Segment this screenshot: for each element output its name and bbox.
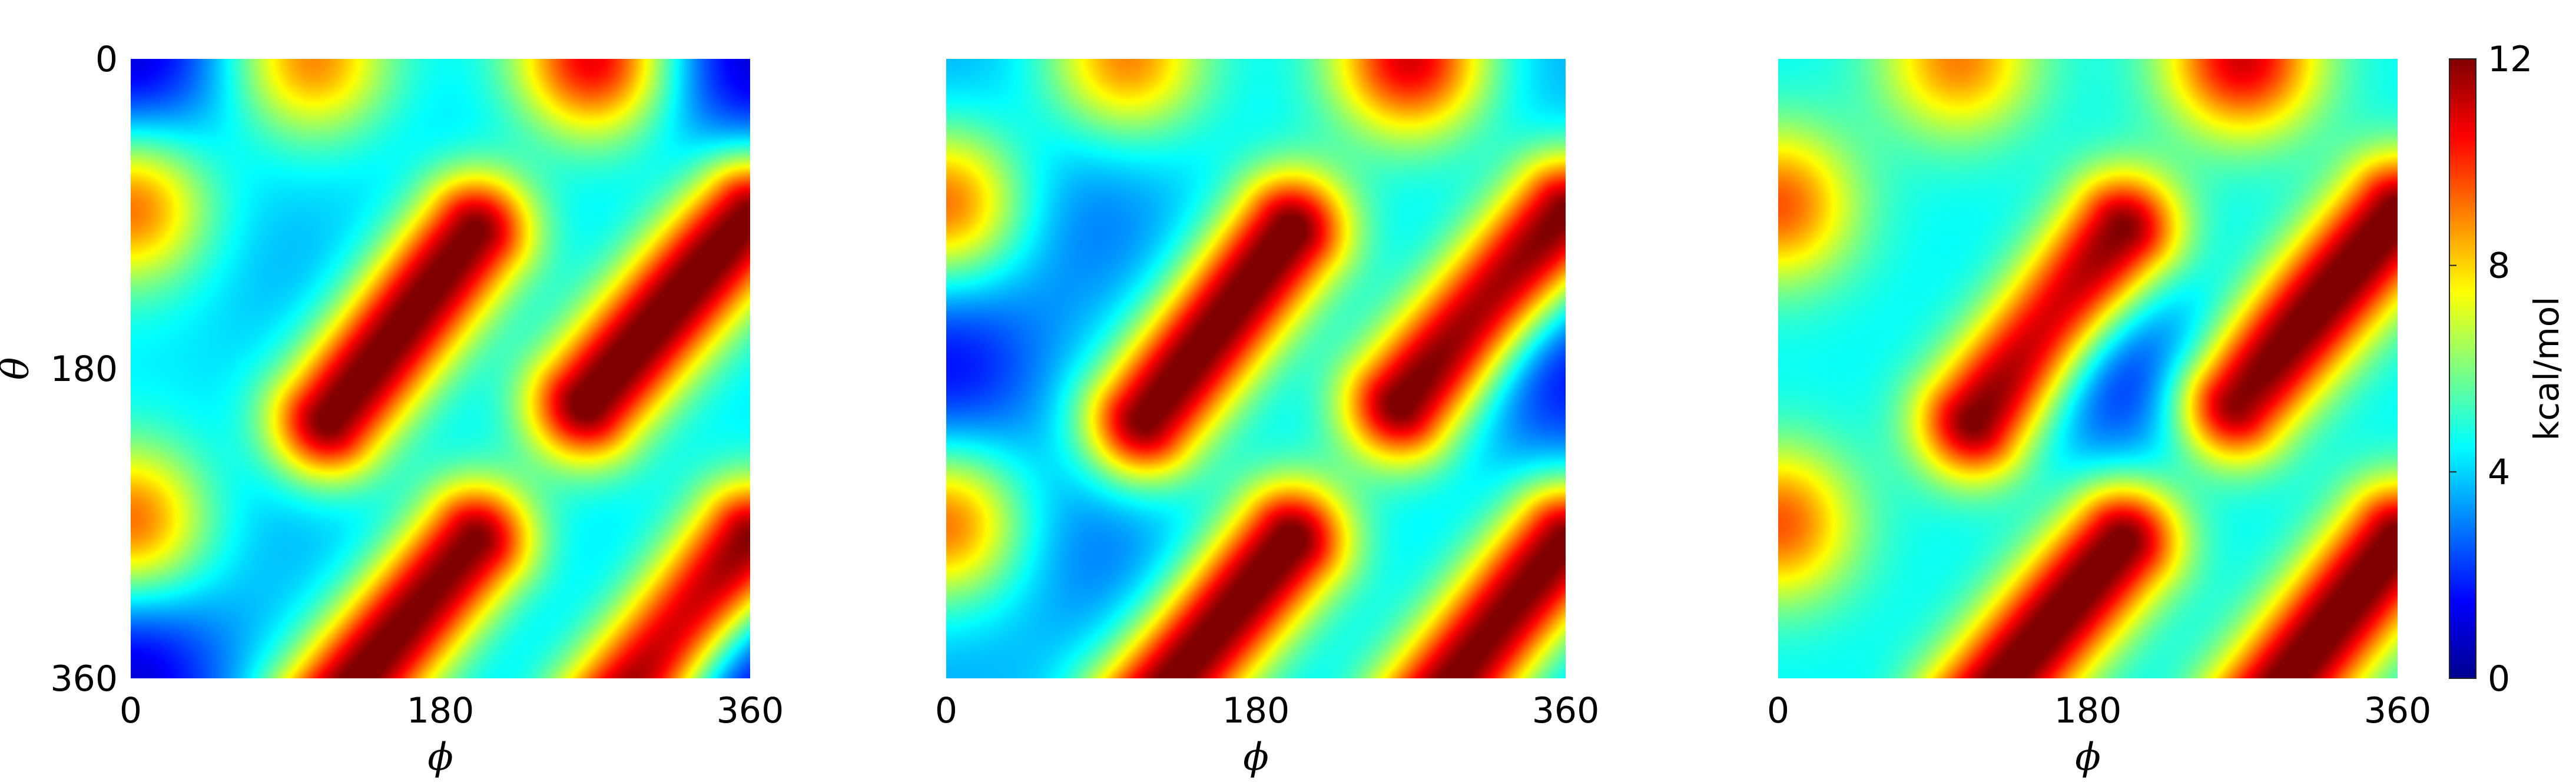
heatmap-image bbox=[946, 59, 1566, 678]
x-axis-label: ϕ bbox=[427, 735, 453, 779]
heatmap-image bbox=[131, 59, 750, 678]
x-tick-label: 180 bbox=[407, 690, 475, 731]
x-tick-label: 0 bbox=[1767, 690, 1789, 731]
colorbar-tick-label: 4 bbox=[2488, 452, 2510, 493]
colorbar-label: kcal/mol bbox=[2527, 297, 2567, 441]
x-tick-label: 180 bbox=[2054, 690, 2122, 731]
heatmap-panel-3: 0 180 360 ϕ bbox=[1767, 59, 2431, 779]
heatmap-image bbox=[1778, 59, 2398, 678]
y-tick-label: 180 bbox=[50, 349, 118, 390]
colorbar: 0 4 8 12 kcal/mol bbox=[2449, 39, 2567, 700]
colorbar-ticks: 0 4 8 12 bbox=[2449, 39, 2532, 700]
colorbar-gradient bbox=[2449, 58, 2476, 679]
y-axis-label: θ bbox=[0, 357, 38, 380]
y-tick-label: 0 bbox=[95, 39, 118, 80]
x-tick-label: 0 bbox=[935, 690, 957, 731]
x-tick-label: 0 bbox=[120, 690, 142, 731]
colorbar-tick-label: 8 bbox=[2488, 246, 2510, 287]
x-tick-label: 180 bbox=[1222, 690, 1290, 731]
heatmap-panel-2: 0 180 360 ϕ bbox=[935, 59, 1599, 779]
colorbar-tick-label: 12 bbox=[2488, 39, 2532, 80]
x-tick-label: 360 bbox=[2364, 690, 2432, 731]
x-tick-label: 360 bbox=[717, 690, 784, 731]
colorbar-tick-label: 0 bbox=[2488, 658, 2510, 700]
x-axis-label: ϕ bbox=[1243, 735, 1269, 779]
y-tick-label: 360 bbox=[50, 658, 118, 700]
x-axis-label: ϕ bbox=[2075, 735, 2101, 779]
x-tick-label: 360 bbox=[1532, 690, 1600, 731]
heatmap-panel-1: 0 180 360 ϕ 0 180 360 bbox=[50, 39, 784, 779]
